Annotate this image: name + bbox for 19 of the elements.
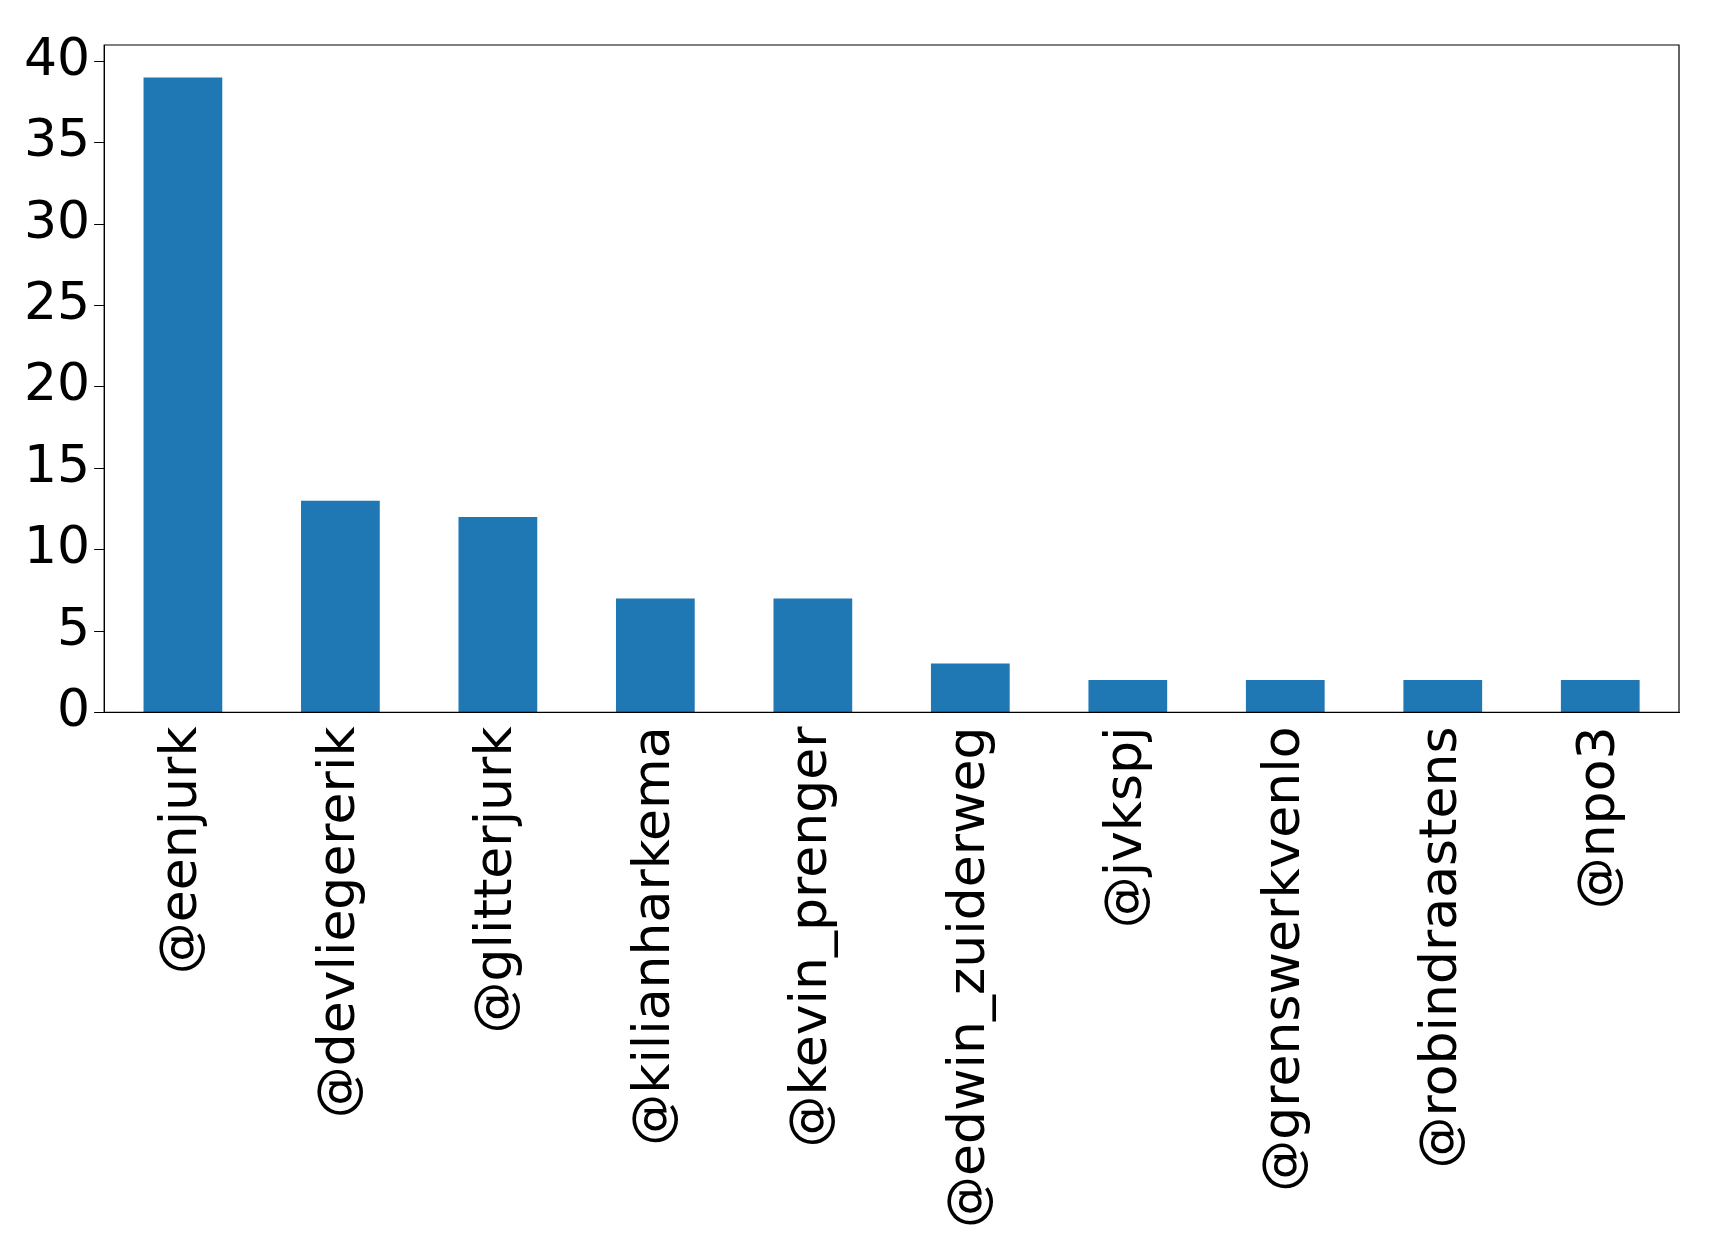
x-tick-label: @npo3 (1565, 726, 1626, 910)
y-tick-label: 20 (24, 352, 91, 413)
y-tick-label: 0 (57, 677, 91, 738)
y-tick-label: 30 (24, 189, 91, 250)
x-tick-label: @kilianharkema (620, 726, 681, 1146)
x-tick-label: @jvkspj (1093, 726, 1154, 929)
x-tick-label: @robindraastens (1408, 726, 1469, 1169)
y-tick-label: 5 (57, 596, 91, 657)
y-tick-label: 35 (24, 108, 91, 169)
x-tick-label: @glitterjurk (463, 726, 524, 1034)
y-tick-label: 25 (24, 270, 91, 331)
x-tick-label: @kevin_prenger (778, 725, 839, 1148)
y-tick-label: 10 (24, 515, 91, 576)
x-tick-label: @edwin_zuiderweg (935, 726, 996, 1229)
y-tick-label: 15 (24, 433, 91, 494)
x-tick-label: @devliegererik (305, 726, 366, 1119)
x-tick-label: @eenjurk (148, 726, 209, 975)
x-tick-label: @grenswerkvenlo (1250, 726, 1311, 1192)
y-tick-label: 40 (24, 26, 91, 87)
